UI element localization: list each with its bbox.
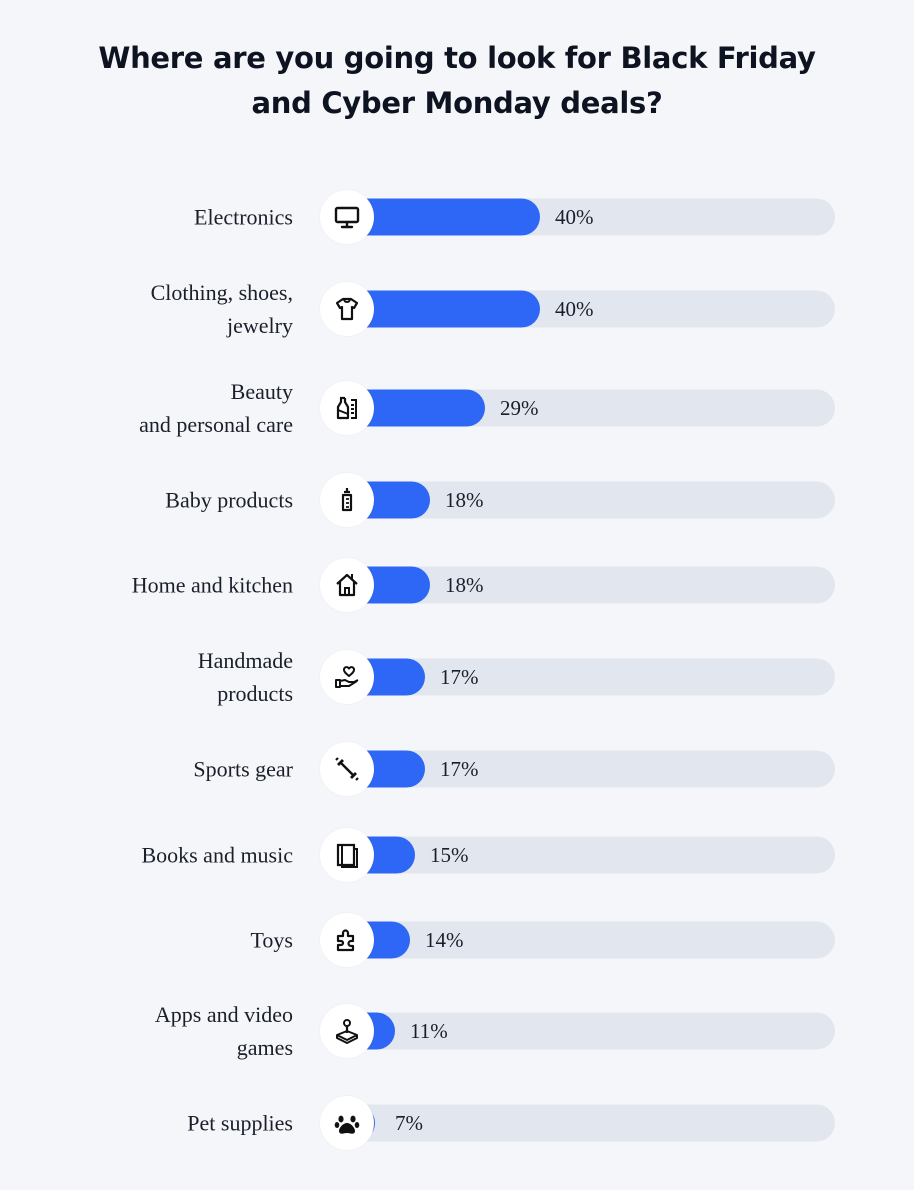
category-label-line: Baby products [165, 487, 293, 513]
joystick-icon [336, 1019, 358, 1044]
value-label: 15% [430, 843, 469, 867]
icon-badge [320, 381, 374, 435]
chart-title-line-2: and Cyber Monday deals? [251, 86, 663, 120]
bar-track [340, 1012, 835, 1050]
bar-track [340, 836, 835, 874]
category-label-line: Handmade [197, 648, 293, 673]
category-label-line: Books and music [141, 842, 293, 868]
bar-track [340, 1104, 835, 1142]
category-label-line: Toys [250, 927, 293, 953]
icon-badge [320, 473, 374, 527]
paw-icon [334, 1115, 360, 1134]
value-label: 7% [395, 1111, 423, 1135]
house-icon [336, 573, 358, 597]
baby-bottle-icon [341, 488, 353, 512]
category-label: Baby products [3, 484, 293, 517]
category-label-line: Clothing, shoes, [150, 280, 293, 305]
tshirt-icon [335, 297, 359, 321]
category-label: Toys [3, 924, 293, 957]
icon-badge [320, 650, 374, 704]
value-label: 11% [410, 1019, 448, 1043]
icon-badge [320, 1004, 374, 1058]
value-label: 18% [445, 573, 484, 597]
icon-badge [320, 1096, 374, 1150]
category-label-line: games [236, 1035, 293, 1060]
category-label-line: Beauty [230, 379, 293, 404]
category-label-line: Sports gear [193, 756, 293, 782]
monitor-icon [334, 206, 360, 229]
category-label-line: Home and kitchen [131, 572, 293, 598]
puzzle-icon [336, 929, 355, 952]
chart-title: Where are you going to look for Black Fr… [0, 36, 914, 126]
value-label: 17% [440, 757, 479, 781]
category-label: Sports gear [3, 753, 293, 786]
value-label: 40% [555, 297, 594, 321]
category-label-line: and personal care [139, 412, 293, 437]
dumbbell-icon [335, 757, 359, 781]
icon-badge [320, 282, 374, 336]
cosmetics-icon [336, 396, 357, 420]
category-label: Beauty and personal care [3, 375, 293, 441]
icon-badge [320, 190, 374, 244]
category-label: Pet supplies [3, 1107, 293, 1140]
value-label: 17% [440, 665, 479, 689]
category-label-line: Electronics [194, 204, 293, 230]
category-label: Apps and video games [3, 998, 293, 1064]
category-label: Handmade products [3, 644, 293, 710]
icon-badge [320, 558, 374, 612]
category-label: Clothing, shoes, jewelry [3, 276, 293, 342]
value-label: 40% [555, 205, 594, 229]
category-label: Electronics [3, 201, 293, 234]
category-label: Home and kitchen [3, 569, 293, 602]
value-label: 29% [500, 396, 539, 420]
hand-heart-icon [335, 666, 359, 688]
chart-title-line-1: Where are you going to look for Black Fr… [98, 41, 816, 75]
value-label: 14% [425, 928, 464, 952]
category-label: Books and music [3, 839, 293, 872]
bar-track [340, 921, 835, 959]
book-icon [336, 843, 358, 868]
icon-badge [320, 913, 374, 967]
category-label-line: Apps and video [154, 1002, 293, 1027]
icon-badge [320, 742, 374, 796]
icon-badge [320, 828, 374, 882]
category-label-line: products [217, 681, 293, 706]
value-label: 18% [445, 488, 484, 512]
category-label-line: Pet supplies [187, 1110, 293, 1136]
category-label-line: jewelry [227, 313, 293, 338]
